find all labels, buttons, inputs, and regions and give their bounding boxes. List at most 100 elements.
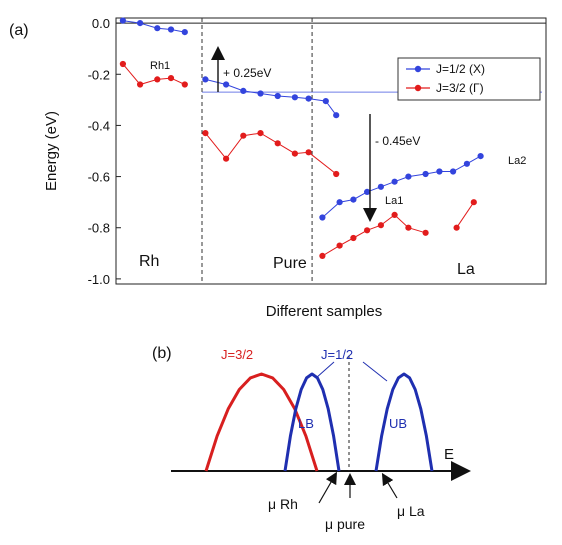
data-point	[319, 214, 326, 221]
data-point	[377, 183, 384, 190]
region-label-rh: Rh	[139, 253, 159, 270]
data-point	[350, 196, 357, 203]
data-point	[436, 168, 443, 175]
data-point	[463, 160, 470, 167]
label-mu-pure: μ pure	[325, 516, 365, 532]
label-mu-rh: μ Rh	[268, 496, 298, 512]
data-point	[257, 130, 264, 137]
label-j12: J=1/2	[321, 347, 353, 362]
data-point	[453, 224, 460, 231]
chart-a: 0.0 -0.2 -0.4 -0.6 -0.8 -1.0 Energy (eV) Diff…	[43, 16, 547, 320]
y-tick-label: -0.8	[88, 221, 110, 236]
series-line-j32	[205, 132, 337, 175]
panel-b-label: (b)	[152, 345, 172, 362]
plot-frame	[115, 17, 547, 285]
data-point	[477, 153, 484, 160]
data-point	[137, 20, 144, 27]
region-label-pure: Pure	[273, 255, 307, 272]
series-group	[119, 17, 484, 259]
annotation-plus: + 0.25eV	[223, 66, 271, 80]
data-point	[154, 25, 161, 32]
point-label-la2: La2	[508, 155, 526, 167]
annotation-minus: - 0.45eV	[375, 134, 420, 148]
legend-box	[397, 57, 541, 101]
y-tick-label: 0.0	[92, 16, 110, 31]
data-point	[274, 140, 281, 147]
data-point	[167, 26, 175, 33]
data-point	[450, 168, 457, 175]
label-mu-la: μ La	[397, 503, 425, 519]
y-tick-label: -0.2	[88, 67, 110, 82]
data-point	[322, 98, 329, 105]
x-axis-label: Different samples	[266, 303, 382, 320]
legend-entry-j12: J=1/2 (X)	[436, 62, 485, 76]
series-line-j32	[456, 201, 475, 228]
legend: J=1/2 (X) J=3/2 (Γ)	[397, 57, 541, 101]
data-point	[422, 170, 429, 178]
chart-b: J=3/2 J=1/2 LB UB E μ Rh μ pure μ La	[171, 347, 471, 532]
data-point	[470, 199, 477, 206]
data-point	[350, 234, 357, 242]
data-point	[291, 94, 298, 101]
data-point	[305, 149, 312, 156]
j12-pointer-left	[315, 361, 335, 379]
data-point	[377, 222, 384, 229]
data-point	[274, 92, 281, 100]
data-point	[333, 170, 340, 178]
data-point	[364, 188, 371, 195]
legend-marker-blue	[414, 65, 422, 73]
data-point	[257, 90, 264, 97]
label-lb: LB	[298, 416, 314, 431]
legend-marker-red	[414, 84, 422, 92]
data-point	[305, 95, 312, 102]
j12-pointer-right	[362, 361, 388, 382]
point-label-rh1: Rh1	[150, 60, 170, 72]
data-point	[319, 252, 326, 259]
data-point	[119, 60, 126, 68]
y-tick-label: -0.4	[88, 118, 110, 133]
dos-curves	[204, 372, 434, 472]
panel-a-label: (a)	[9, 22, 29, 39]
data-point	[391, 178, 398, 185]
data-point	[291, 150, 298, 157]
mu-la-arrow	[381, 472, 398, 499]
series-line-j12	[122, 20, 185, 33]
data-point	[336, 242, 343, 249]
data-point	[240, 87, 247, 94]
data-point	[223, 81, 230, 88]
y-axis: 0.0 -0.2 -0.4 -0.6 -0.8 -1.0	[88, 16, 121, 287]
sample-boundaries	[201, 18, 313, 284]
dos-curve-j32	[204, 372, 319, 472]
region-label-la: La	[457, 261, 475, 278]
data-point	[223, 155, 230, 162]
mu-rh-arrow	[318, 471, 337, 504]
dos-curve-ub	[374, 372, 434, 472]
series-line-j12	[322, 155, 481, 218]
data-point	[202, 76, 209, 83]
data-point	[405, 224, 412, 231]
data-point	[405, 173, 412, 180]
y-tick-label: -1.0	[88, 272, 110, 287]
data-point	[119, 17, 126, 24]
label-j32: J=3/2	[221, 347, 253, 362]
data-point	[167, 75, 175, 82]
y-tick-label: -0.6	[88, 170, 110, 185]
point-label-la1: La1	[385, 195, 403, 207]
data-point	[137, 81, 144, 88]
y-axis-label: Energy (eV)	[43, 111, 60, 191]
dos-curve-lb	[283, 372, 341, 472]
data-point	[202, 130, 209, 137]
data-point	[240, 132, 247, 139]
data-point	[336, 199, 343, 206]
data-point	[422, 229, 429, 236]
label-e: E	[444, 446, 454, 463]
data-point	[181, 81, 188, 88]
data-point	[333, 112, 340, 119]
series-line-j32	[322, 214, 426, 257]
data-point	[154, 76, 161, 83]
data-point	[181, 28, 188, 36]
data-point	[391, 211, 398, 218]
data-point	[364, 227, 371, 234]
label-ub: UB	[389, 416, 407, 431]
